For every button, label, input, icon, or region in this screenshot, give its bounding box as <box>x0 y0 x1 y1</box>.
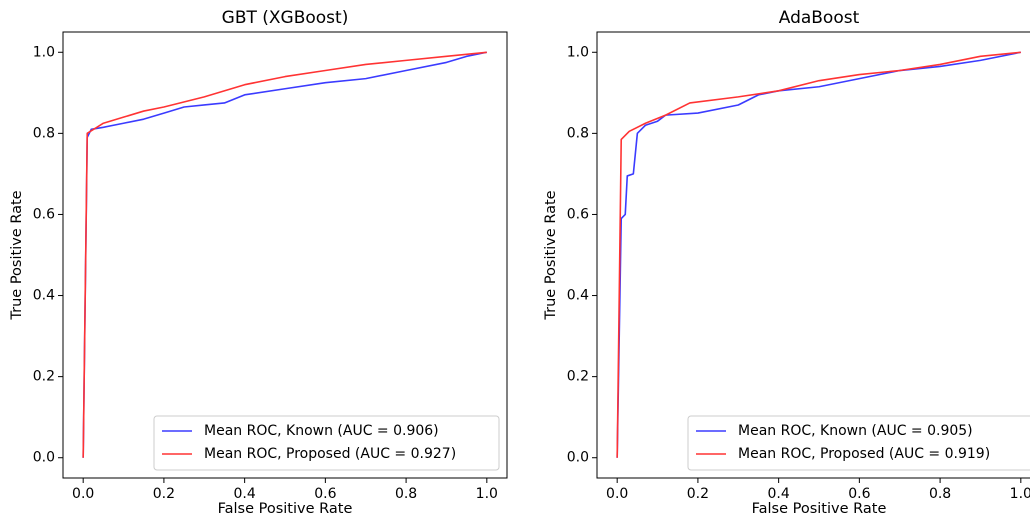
y-tick-label: 0.2 <box>567 369 589 385</box>
legend-label: Mean ROC, Proposed (AUC = 0.919) <box>738 446 990 462</box>
y-tick-label: 0.6 <box>33 206 55 222</box>
chart-title: GBT (XGBoost) <box>222 8 349 28</box>
y-tick-label: 0.6 <box>567 206 589 222</box>
roc-chart: AdaBoost 0.0 0.2 0.4 0.6 0.8 1.0 0.0 0.2 0.4 0.6 0.… <box>543 8 1030 515</box>
x-tick-label: 0.8 <box>395 486 417 502</box>
y-tick-label: 1.0 <box>33 44 55 60</box>
x-axis-label: False Positive Rate <box>218 501 353 515</box>
x-tick-label: 0.4 <box>234 486 256 502</box>
legend-label: Mean ROC, Known (AUC = 0.906) <box>204 423 439 439</box>
x-tick-label: 0.2 <box>687 486 709 502</box>
legend-label: Mean ROC, Proposed (AUC = 0.927) <box>204 446 456 462</box>
y-tick-label: 0.4 <box>33 288 55 304</box>
x-tick-label: 0.0 <box>606 486 628 502</box>
legend-box <box>153 415 500 471</box>
legend-label: Mean ROC, Known (AUC = 0.905) <box>738 423 973 439</box>
x-tick-label: 0.4 <box>768 486 790 502</box>
y-tick-label: 0.8 <box>567 125 589 141</box>
roc-chart: GBT (XGBoost) 0.0 0.2 0.4 0.6 0.8 1.0 0.0 0.2 0.4… <box>9 8 508 515</box>
legend: Mean ROC, Known (AUC = 0.906) Mean ROC, P… <box>153 415 500 471</box>
y-tick-label: 0.4 <box>567 288 589 304</box>
roc-line <box>82 51 487 458</box>
x-tick-label: 0.6 <box>848 486 870 502</box>
axes-frame <box>596 31 1030 479</box>
y-axis-label: True Positive Rate <box>9 190 25 320</box>
x-axis-label: False Positive Rate <box>752 501 887 515</box>
x-tick-label: 1.0 <box>1010 486 1030 502</box>
x-tick-label: 0.8 <box>929 486 951 502</box>
x-tick-label: 0.0 <box>72 486 94 502</box>
y-axis-label: True Positive Rate <box>543 190 559 320</box>
x-tick-label: 0.2 <box>153 486 175 502</box>
x-tick-label: 0.6 <box>314 486 336 502</box>
legend: Mean ROC, Known (AUC = 0.905) Mean ROC, P… <box>687 415 1030 471</box>
chart-title: AdaBoost <box>779 8 860 28</box>
roc-line <box>616 51 1021 458</box>
y-tick-label: 0.0 <box>33 450 55 466</box>
y-tick-label: 1.0 <box>567 44 589 60</box>
y-tick-label: 0.8 <box>33 125 55 141</box>
y-tick-label: 0.2 <box>33 369 55 385</box>
axes-frame <box>62 31 508 479</box>
roc-line <box>616 51 1021 458</box>
legend-box <box>687 415 1030 471</box>
y-tick-label: 0.0 <box>567 450 589 466</box>
roc-line <box>82 51 487 458</box>
x-tick-label: 1.0 <box>476 486 498 502</box>
